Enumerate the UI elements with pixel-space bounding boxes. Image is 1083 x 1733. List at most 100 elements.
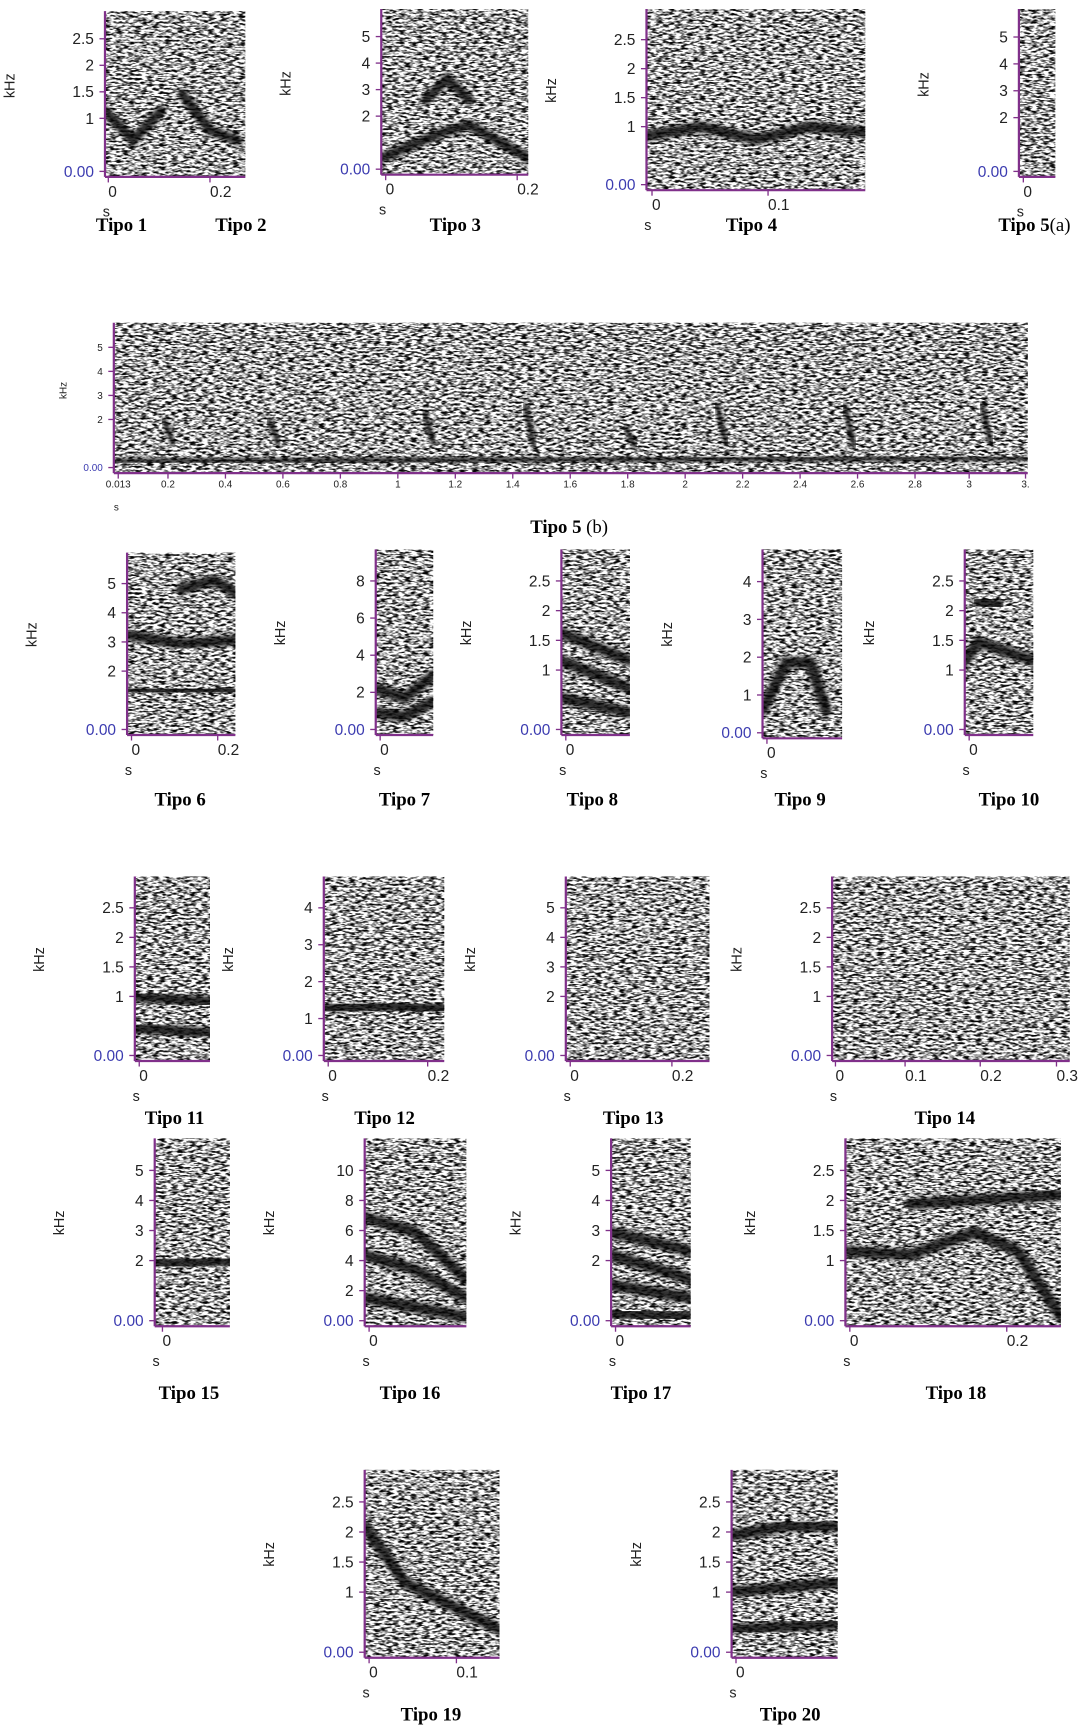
spectrogram — [845, 1138, 1061, 1327]
x-axis-label: s — [644, 218, 651, 234]
y-tick-label: 1 — [115, 989, 124, 1006]
caption-suffix: (b) — [581, 517, 608, 538]
spectrogram-noise — [375, 549, 434, 735]
spectrogram-noise — [127, 552, 236, 735]
spectrogram-panel: 2.5 2 1.5 1 0.00 0 0.1 kHz s Tipo 19 — [262, 1469, 500, 1726]
y-tick-label: 1 — [743, 687, 752, 704]
spectrogram-noise — [646, 8, 866, 191]
y-axis-label: kHz — [730, 947, 746, 972]
x-tick-label: 0.8 — [333, 479, 347, 490]
y-axis-label: kHz — [660, 622, 676, 647]
spectrogram-noise — [611, 1138, 691, 1327]
x-tick-label: 0 — [767, 745, 776, 762]
spectrogram-panel: 5 4 3 2 0.00 0 kHz s Tipo 15 — [52, 1138, 230, 1404]
y-tick-label: 2.5 — [332, 1494, 354, 1511]
x-tick-label: 0.1 — [768, 197, 790, 214]
spectrogram-noise — [381, 8, 529, 175]
spectrogram — [731, 1469, 838, 1658]
caption-label: Tipo 15 — [159, 1383, 220, 1404]
caption-label: Tipo 16 — [380, 1383, 441, 1404]
spectrogram — [113, 322, 1028, 474]
y-tick-label: 0.00 — [525, 1048, 555, 1065]
panel-caption: Tipo 15 — [159, 1383, 220, 1404]
y-tick-label: 2 — [712, 1524, 721, 1541]
x-tick-label: 2.8 — [908, 479, 922, 490]
x-axis-label: s — [1017, 205, 1024, 221]
spectrogram — [561, 549, 630, 735]
spectrogram-noise — [134, 876, 210, 1061]
x-tick-label: 0.2 — [672, 1068, 694, 1085]
x-axis-label: s — [559, 763, 566, 779]
y-tick-label: 0.00 — [924, 722, 954, 739]
spectrogram — [762, 549, 843, 739]
x-axis-label: s — [963, 763, 970, 779]
spectrogram-panel: 5 4 3 2 0.000.013 0.2 0.4 0.6 0.8 1 1.2 1.4 1.6 1.8 2 2… — [58, 322, 1030, 538]
x-tick-label: 0 — [969, 742, 978, 759]
spectrogram — [964, 549, 1034, 735]
spectrogram-panel: 2.5 2 1.5 1 0.00 0 0.1 kHz s Tipo 4 — [544, 8, 866, 236]
y-tick-label: 2 — [97, 415, 103, 426]
spectrogram — [381, 8, 529, 175]
x-tick-label: 3. — [1021, 479, 1029, 490]
y-tick-label: 0.00 — [86, 722, 116, 739]
x-tick-label: 2.6 — [851, 479, 865, 490]
y-tick-label: 1 — [627, 119, 636, 136]
y-tick-label: 2.5 — [813, 1163, 835, 1180]
spectrogram-noise — [1018, 8, 1056, 177]
spectrogram — [127, 552, 236, 735]
x-tick-label: 0.2 — [210, 184, 232, 201]
caption-label: Tipo 10 — [979, 790, 1040, 811]
y-tick-label: 1.5 — [614, 90, 636, 107]
y-tick-label: 1 — [712, 1585, 721, 1602]
y-tick-label: 2.5 — [614, 32, 636, 49]
x-axis-label: s — [362, 1686, 369, 1702]
y-axis-label: kHz — [2, 73, 18, 98]
x-axis-label: s — [322, 1089, 329, 1105]
y-tick-label: 8 — [356, 573, 365, 590]
caption-label: Tipo 17 — [611, 1383, 672, 1404]
y-tick-label: 0.00 — [804, 1313, 834, 1330]
y-tick-label: 4 — [546, 930, 555, 947]
y-tick-label: 5 — [546, 900, 555, 917]
y-tick-label: 4 — [356, 648, 365, 665]
y-tick-label: 0.00 — [335, 722, 365, 739]
x-tick-label: 0 — [162, 1333, 171, 1350]
y-tick-label: 1.5 — [932, 633, 954, 650]
x-tick-label: 0.2 — [517, 182, 539, 199]
spectrogram-noise — [731, 1469, 838, 1658]
y-tick-label: 0.00 — [978, 164, 1008, 181]
x-tick-label: 0 — [139, 1068, 148, 1085]
caption-label: Tipo 7 — [379, 790, 430, 811]
spectrogram — [646, 8, 866, 191]
y-axis-label: kHz — [221, 947, 237, 972]
panel-caption: Tipo 1 — [96, 215, 147, 236]
spectrogram-noise — [762, 549, 843, 739]
spectrogram-panel: 4 3 2 1 0.00 0 0.2 kHz s Tipo 12 — [221, 876, 449, 1129]
panel-caption: Tipo 2 — [215, 215, 266, 236]
spectrogram — [364, 1138, 467, 1327]
spectrogram-noise — [845, 1138, 1061, 1327]
x-tick-label: 0 — [369, 1333, 378, 1350]
spectrogram-panel: 8 6 4 2 0.00 0 kHz s Tipo 7 — [273, 549, 434, 811]
y-tick-label: 2 — [107, 664, 116, 681]
y-tick-label: 4 — [743, 574, 752, 591]
x-tick-label: 0.3 — [1056, 1068, 1078, 1085]
y-tick-label: 10 — [336, 1163, 353, 1180]
panel-caption: Tipo 5 (b) — [530, 517, 608, 538]
spectrogram-noise — [565, 876, 710, 1061]
spectrogram-panel: 2.5 2 1.5 1 0.00 0 kHz s Tipo 20 — [629, 1469, 838, 1726]
spectrogram — [323, 876, 445, 1061]
x-tick-label: 0 — [1023, 184, 1032, 201]
panel-caption: Tipo 9 — [774, 790, 825, 811]
spectrogram-panel: 2.5 2 1.5 1 0.00 0 0.2 kHz s Tipo 18 — [743, 1138, 1061, 1404]
caption-label: Tipo 8 — [567, 790, 618, 811]
panel-caption: Tipo 16 — [380, 1383, 441, 1404]
y-tick-label: 0.00 — [570, 1313, 600, 1330]
x-tick-label: 0.2 — [161, 479, 175, 490]
y-tick-label: 2 — [115, 930, 124, 947]
y-axis-label: kHz — [544, 78, 560, 103]
x-axis-label: s — [103, 205, 110, 221]
spectrogram-noise — [364, 1469, 500, 1658]
